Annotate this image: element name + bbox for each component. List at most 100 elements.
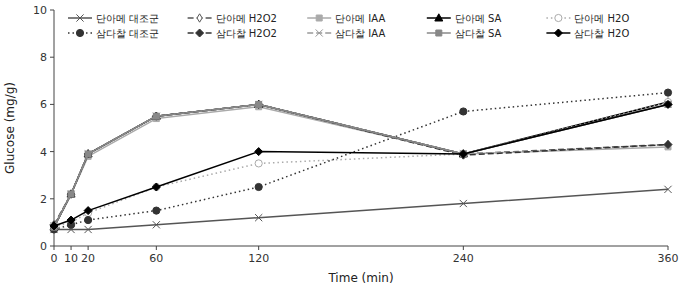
x-tick-label: 240	[453, 252, 474, 265]
data-point	[255, 100, 263, 107]
x-tick	[88, 246, 89, 250]
series-line	[54, 93, 668, 230]
legend-marker	[555, 14, 562, 21]
legend-label: 단아메 H2O2	[216, 13, 277, 24]
data-point	[84, 150, 92, 157]
legend-label: 삼다찰 대조군	[96, 28, 159, 39]
data-point	[152, 112, 160, 119]
y-tick	[50, 151, 54, 152]
data-point	[50, 222, 58, 230]
series	[50, 100, 672, 228]
data-point	[459, 150, 467, 158]
chart: 02468100102060120240360Time (min)Glucose…	[0, 0, 690, 288]
y-tick-label: 10	[33, 4, 47, 17]
x-tick-label: 0	[51, 252, 58, 265]
y-tick-label: 8	[40, 51, 47, 64]
x-tick-label: 120	[248, 252, 269, 265]
x-tick	[54, 246, 55, 250]
series-line	[54, 104, 668, 227]
data-point	[460, 151, 466, 157]
data-point	[459, 150, 467, 157]
y-tick	[50, 10, 54, 11]
data-point	[664, 141, 672, 149]
y-tick	[50, 104, 54, 105]
data-point	[255, 100, 263, 108]
y-tick	[50, 246, 54, 247]
data-point	[256, 101, 262, 107]
series	[50, 89, 671, 233]
data-point	[154, 112, 159, 120]
y-tick-label: 4	[40, 146, 47, 159]
plot-area	[50, 89, 672, 233]
data-point	[153, 183, 160, 190]
data-point	[460, 200, 467, 207]
series-line	[54, 104, 668, 226]
series	[51, 104, 671, 230]
data-point	[255, 183, 262, 190]
legend-marker	[316, 29, 323, 36]
data-point	[67, 190, 75, 197]
data-point	[67, 216, 75, 224]
data-point	[153, 207, 160, 214]
data-point	[85, 150, 92, 157]
data-point	[86, 150, 91, 158]
x-tick	[258, 246, 259, 250]
series	[50, 186, 671, 233]
x-tick-label: 60	[149, 252, 163, 265]
data-point	[256, 100, 261, 108]
y-tick-label: 2	[40, 193, 47, 206]
legend-label: 단아메 H2O	[574, 13, 629, 24]
data-point	[152, 183, 160, 191]
data-point	[152, 112, 160, 120]
legend-marker	[436, 30, 442, 36]
x-tick-label: 360	[658, 252, 679, 265]
data-point	[664, 89, 671, 96]
data-point	[664, 101, 671, 108]
data-point	[255, 148, 263, 156]
legend-label: 삼다찰 H2O2	[216, 28, 277, 39]
data-point	[84, 150, 92, 158]
data-point	[153, 113, 160, 120]
data-point	[255, 214, 262, 221]
legend-label: 단아메 대조군	[96, 13, 159, 24]
data-point	[153, 113, 159, 119]
series	[50, 100, 672, 230]
data-point	[50, 223, 58, 230]
series-line	[54, 102, 668, 227]
x-tick-label: 20	[81, 252, 95, 265]
x-tick	[668, 246, 669, 250]
series-line	[54, 104, 668, 227]
data-point	[255, 101, 262, 108]
data-point	[153, 221, 160, 228]
legend-label: 삼다찰 H2O	[574, 28, 629, 39]
data-point	[460, 150, 467, 157]
data-point	[68, 191, 74, 197]
data-point	[665, 101, 671, 107]
data-point	[664, 186, 671, 193]
data-point	[255, 160, 262, 167]
legend-marker	[76, 29, 83, 36]
x-tick	[71, 246, 72, 250]
x-tick-label: 10	[64, 252, 78, 265]
data-point	[67, 190, 75, 198]
legend-marker	[554, 29, 562, 37]
data-point	[85, 226, 92, 233]
legend-label: 삼다찰 IAA	[335, 28, 385, 39]
series-line	[54, 189, 668, 229]
legend-label: 단아메 IAA	[335, 13, 385, 24]
x-tick	[463, 246, 464, 250]
legend-marker	[435, 14, 443, 21]
series	[50, 98, 672, 230]
x-tick	[156, 246, 157, 250]
y-tick	[50, 198, 54, 199]
data-point	[68, 191, 74, 197]
data-point	[664, 100, 672, 108]
x-axis-line	[54, 246, 668, 247]
series	[51, 101, 671, 230]
series	[50, 101, 671, 230]
series	[50, 98, 671, 230]
legend-marker	[196, 29, 204, 37]
data-point	[460, 108, 467, 115]
y-tick	[50, 57, 54, 58]
x-axis-label: Time (min)	[327, 271, 393, 285]
